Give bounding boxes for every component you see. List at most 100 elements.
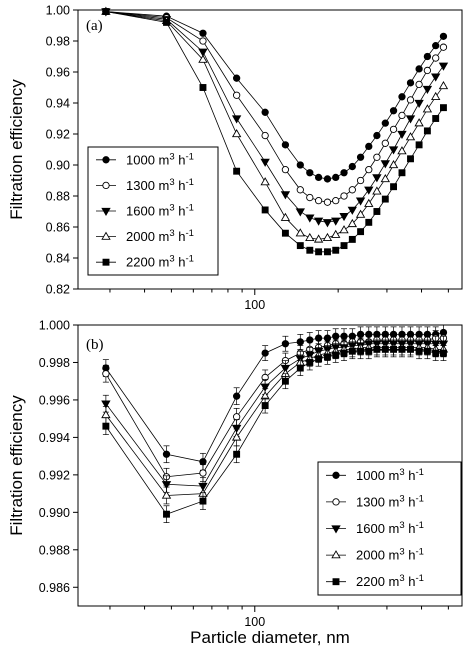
data-point xyxy=(365,218,373,226)
x-tick-label: 100 xyxy=(244,615,265,629)
data-point xyxy=(324,248,331,256)
data-point xyxy=(261,131,269,140)
legend-marker xyxy=(101,231,111,240)
data-point xyxy=(296,338,304,346)
legend-label: 2000 m3 h-1 xyxy=(126,228,194,245)
data-point xyxy=(397,146,407,155)
data-point xyxy=(373,345,381,353)
y-tick-label: 0.86 xyxy=(46,221,70,235)
data-point xyxy=(415,80,423,89)
data-point xyxy=(348,162,356,171)
legend-marker xyxy=(101,207,111,216)
data-point xyxy=(423,52,432,61)
y-tick-label: 1.000 xyxy=(39,319,70,333)
data-point xyxy=(365,142,373,151)
legend-marker xyxy=(331,525,341,534)
legend-marker xyxy=(102,181,110,190)
data-point xyxy=(423,127,431,135)
data-point xyxy=(281,165,290,174)
data-point xyxy=(405,132,416,141)
data-point xyxy=(397,130,407,139)
x-axis-title: Particle diameter, nm xyxy=(190,628,350,647)
legend-marker xyxy=(332,578,340,586)
data-point xyxy=(261,402,269,410)
data-point xyxy=(440,349,447,357)
data-point xyxy=(296,186,304,194)
data-point xyxy=(315,248,323,256)
x-tick-label: 100 xyxy=(244,298,265,312)
y-tick-label: 0.82 xyxy=(46,283,70,297)
y-tick-label: 0.996 xyxy=(39,393,70,407)
data-point xyxy=(232,91,241,99)
data-point xyxy=(199,84,207,91)
data-point xyxy=(432,42,440,50)
panel-label: (b) xyxy=(86,337,104,353)
y-axis-title: Filtration efficiency xyxy=(7,395,26,536)
data-point xyxy=(364,186,374,195)
data-point xyxy=(373,153,381,161)
data-point xyxy=(305,232,315,242)
data-point xyxy=(281,141,290,149)
data-point xyxy=(388,160,399,169)
data-point xyxy=(414,118,424,127)
legend-marker xyxy=(331,550,341,559)
data-point xyxy=(431,91,441,100)
data-point xyxy=(381,119,389,127)
data-point xyxy=(233,167,241,175)
data-point xyxy=(296,364,304,372)
data-point xyxy=(422,85,433,95)
legend-label: 1300 m3 h-1 xyxy=(126,176,194,193)
chart-panel-a: 0.82 0.84 0.86 0.88 0.90 0.92 0.94 0.96 0.98 1.00… xyxy=(7,4,463,312)
data-point xyxy=(306,169,314,177)
y-tick-label: 0.90 xyxy=(46,159,70,173)
data-point xyxy=(163,510,170,518)
data-point xyxy=(231,432,242,441)
data-point xyxy=(332,246,340,254)
data-point xyxy=(438,80,449,90)
data-point xyxy=(101,400,111,409)
data-point xyxy=(348,235,356,243)
data-point xyxy=(405,115,416,124)
y-tick-label: 0.990 xyxy=(39,506,70,520)
data-point xyxy=(163,18,170,26)
data-point xyxy=(415,347,423,355)
chart-panel-b: 0.986 0.988 0.990 0.992 0.994 0.996 0.998 1.000… xyxy=(7,319,463,629)
data-point xyxy=(364,198,374,207)
data-point xyxy=(380,160,390,169)
data-point xyxy=(365,165,373,174)
data-point xyxy=(199,469,207,477)
data-point xyxy=(260,177,270,186)
data-point xyxy=(232,392,241,400)
y-tick-label: 0.992 xyxy=(39,468,70,482)
data-point xyxy=(102,8,110,16)
series-5 xyxy=(102,341,447,523)
y-tick-label: 0.88 xyxy=(46,190,70,204)
y-tick-label: 0.994 xyxy=(39,431,70,445)
data-point xyxy=(232,74,241,82)
legend-label: 2200 m3 h-1 xyxy=(356,573,424,590)
legend-label: 1000 m3 h-1 xyxy=(126,151,194,168)
legend: 1000 m3 h-1 1300 m3 h-1 1600 m3 h-1 2000 m3… xyxy=(317,461,462,596)
data-point xyxy=(389,107,398,115)
data-point xyxy=(313,234,324,243)
panel-label: (a) xyxy=(86,18,103,34)
data-point xyxy=(406,79,415,87)
y-tick-label: 1.00 xyxy=(46,4,70,18)
data-point xyxy=(231,129,242,138)
data-point xyxy=(373,208,381,215)
data-point xyxy=(232,413,241,421)
data-point xyxy=(161,481,172,490)
series-line xyxy=(105,337,444,478)
data-point xyxy=(296,161,304,169)
data-point xyxy=(281,229,289,237)
data-point xyxy=(281,340,290,348)
data-point xyxy=(340,169,348,177)
data-point xyxy=(280,191,291,200)
plot-frame xyxy=(77,9,463,290)
data-point xyxy=(348,347,356,355)
data-point xyxy=(357,228,365,236)
data-point xyxy=(355,197,366,206)
legend-marker xyxy=(102,258,110,266)
data-point xyxy=(440,104,447,112)
